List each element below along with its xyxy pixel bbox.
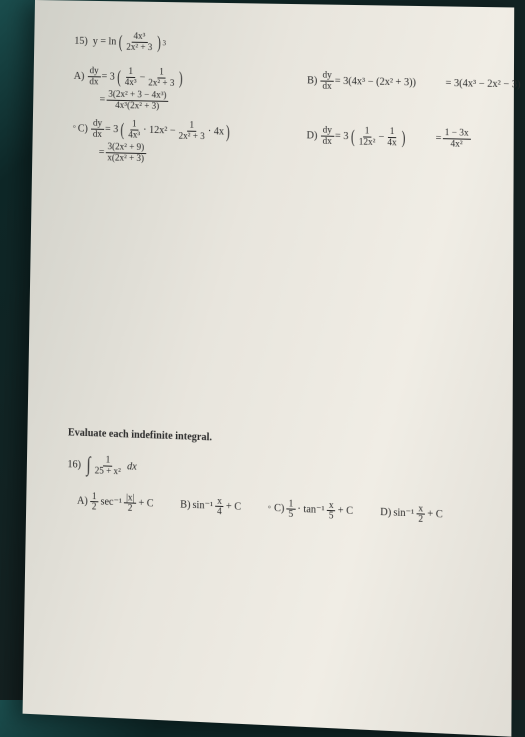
integral-icon: ∫ <box>87 453 91 477</box>
q15-row-ab: A) dydx = 3 ( 14x³ − 12x² + 3 ) = 3(2x² … <box>73 66 485 118</box>
q15-row-cd: ° C) dydx = 3 ( 14x³ · 12x² − 12x² + 3 ·… <box>72 118 484 172</box>
q15-option-a: A) dydx = 3 ( 14x³ − 12x² + 3 ) = 3(2x² … <box>73 66 276 114</box>
q15-prefix: y = ln <box>93 36 117 47</box>
q15-stem: 15) y = ln ( 4x³ 2x² + 3 ) 3 <box>74 31 485 59</box>
q16-options: A) 12 sec⁻¹ |x|2 + C B) sin⁻¹ x4 + C ° C… <box>77 491 483 528</box>
q16-option-d: D) sin⁻¹ x2 + C <box>380 502 443 526</box>
q15-number: 15) <box>74 36 88 47</box>
q15-option-c: ° C) dydx = 3 ( 14x³ · 12x² − 12x² + 3 ·… <box>72 118 276 167</box>
q16-option-b: B) sin⁻¹ x4 + C <box>180 495 241 519</box>
q15-frac: 4x³ 2x² + 3 <box>124 32 154 53</box>
q16-stem: 16) ∫ 125 + x² dx <box>67 452 483 491</box>
q15-option-b: B) dydx = 3(4x³ − (2x² + 3)) = 3(4x³ − 2… <box>307 70 521 95</box>
q15-power: 3 <box>162 39 166 47</box>
q16-option-a: A) 12 sec⁻¹ |x|2 + C <box>77 491 154 515</box>
q15-option-d: D) dydx = 3 ( 112x² − 14x ) = 1 − 3x4x² <box>306 123 470 150</box>
q16-option-c: ° C) 15 · tan⁻¹ x5 + C <box>268 498 353 523</box>
section-heading: Evaluate each indefinite integral. <box>68 427 483 453</box>
worksheet-paper: 15) y = ln ( 4x³ 2x² + 3 ) 3 A) dydx = 3… <box>23 0 515 737</box>
